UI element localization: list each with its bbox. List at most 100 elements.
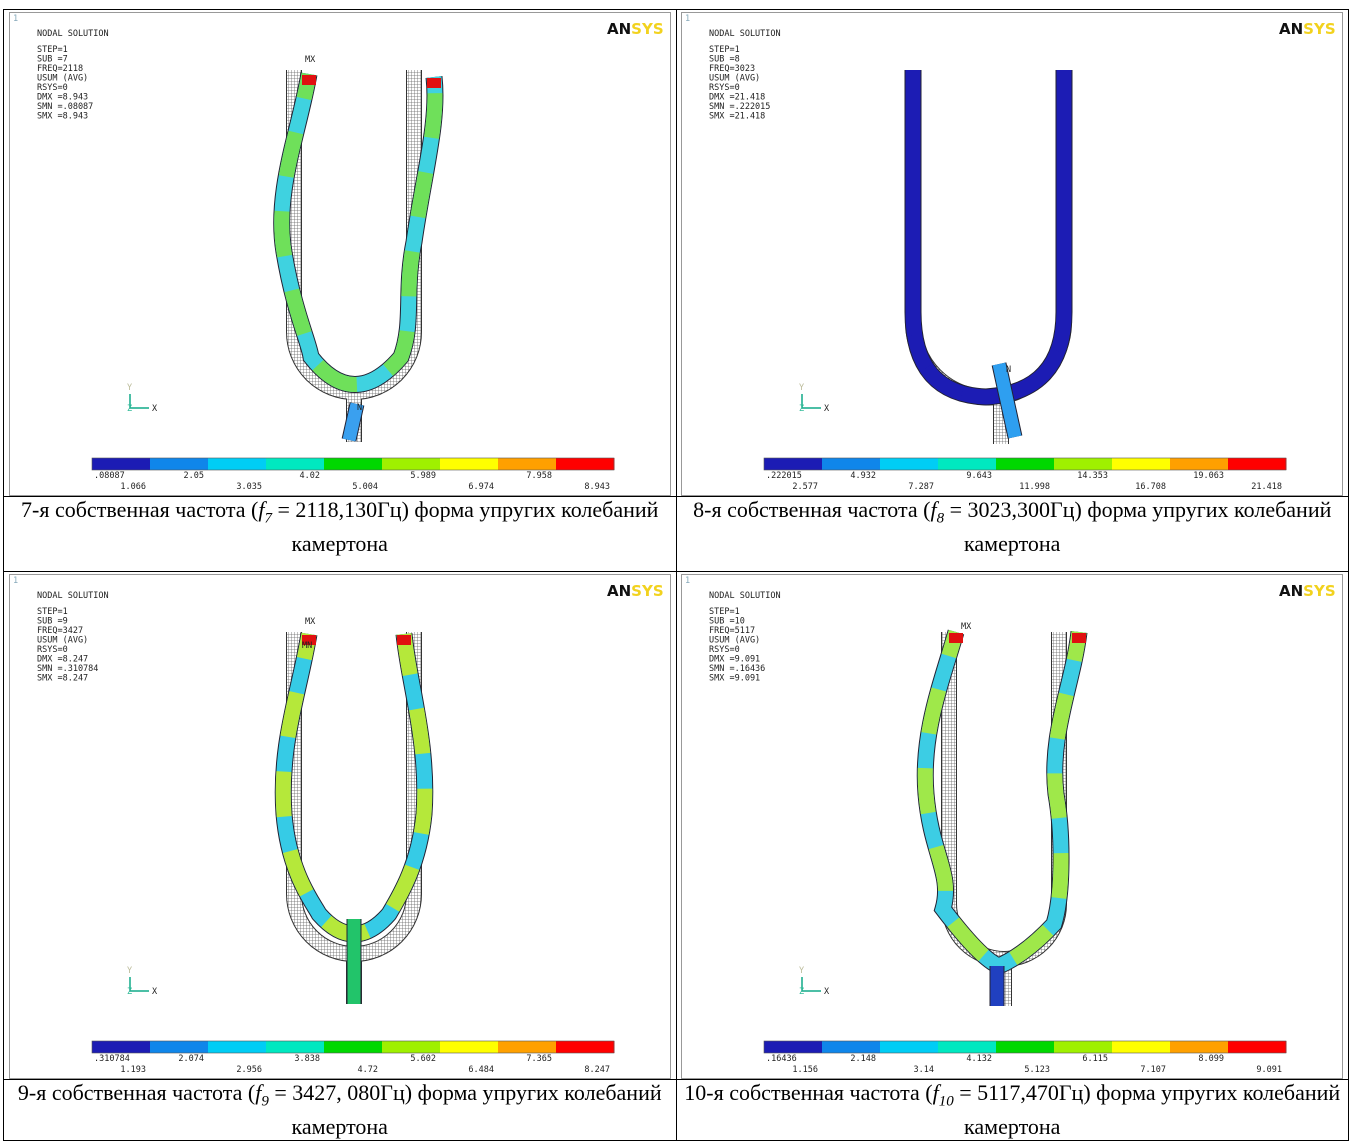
plot-frame — [9, 13, 670, 496]
legend-value: .16436 — [766, 1054, 797, 1064]
legend-band — [266, 1041, 325, 1053]
solution-info: SUB =7 — [37, 55, 68, 65]
plot-title: NODAL SOLUTION — [709, 29, 781, 39]
ansys-logo: ANSYS — [1279, 582, 1336, 600]
legend-value: 19.063 — [1194, 471, 1225, 481]
solution-info: USUM (AVG) — [709, 636, 760, 646]
deformed-stem-fill — [349, 404, 357, 440]
logo-dark: AN — [607, 582, 631, 600]
legend-band — [440, 458, 499, 470]
logo-dark: AN — [607, 20, 631, 38]
legend-band — [556, 1041, 615, 1053]
solution-info: STEP=1 — [709, 45, 740, 55]
legend-value: 14.353 — [1078, 471, 1109, 481]
legend-value: 4.02 — [299, 471, 319, 481]
legend-value: 1.156 — [793, 1065, 819, 1075]
caption-text: = 5117,470Гц) форма упругих колебаний ка… — [954, 1080, 1340, 1139]
caption-cell: 9-я собственная частота (f9 = 3427, 080Г… — [4, 1080, 677, 1141]
caption-text: = 3023,300Гц) форма упругих колебаний ка… — [944, 497, 1331, 556]
legend-band — [1170, 458, 1229, 470]
legend-band — [764, 458, 823, 470]
solution-info: STEP=1 — [709, 607, 740, 617]
solution-info: USUM (AVG) — [37, 74, 88, 84]
caption-text: = 3427, 080Гц) форма упругих колебаний к… — [269, 1080, 662, 1139]
solution-info: USUM (AVG) — [37, 636, 88, 646]
logo-dark: AN — [1279, 20, 1303, 38]
legend-band — [1170, 1041, 1229, 1053]
solution-info: SMX =21.418 — [709, 112, 765, 122]
legend-band — [822, 1041, 881, 1053]
solution-info: STEP=1 — [37, 607, 68, 617]
plot-title: NODAL SOLUTION — [37, 29, 109, 39]
logo-light: SYS — [631, 20, 663, 38]
solution-info: SMN =.08087 — [37, 102, 93, 112]
axis-label: Z — [799, 987, 804, 997]
legend-value: 6.484 — [468, 1065, 494, 1075]
legend-value: 2.577 — [793, 482, 819, 492]
legend-value: 2.074 — [178, 1054, 204, 1064]
window-number: 1 — [685, 576, 690, 586]
legend-value: 3.838 — [294, 1054, 320, 1064]
legend-band — [324, 1041, 383, 1053]
solution-info: USUM (AVG) — [709, 74, 760, 84]
legend-value: 21.418 — [1252, 482, 1283, 492]
legend-value: 3.14 — [914, 1065, 934, 1075]
legend-band — [938, 1041, 997, 1053]
legend-value: 5.123 — [1025, 1065, 1051, 1075]
legend-value: 8.943 — [584, 482, 610, 492]
solution-info: SMN =.222015 — [709, 102, 770, 112]
solution-info: FREQ=2118 — [37, 64, 83, 74]
ansys-logo: ANSYS — [607, 582, 664, 600]
legend-band — [1228, 458, 1287, 470]
legend-value: 6.115 — [1083, 1054, 1109, 1064]
legend-band — [92, 458, 151, 470]
axis-label: X — [152, 987, 158, 997]
legend-value: 4.72 — [357, 1065, 377, 1075]
legend-band — [266, 458, 325, 470]
window-number: 1 — [13, 576, 18, 586]
solution-info: SMX =8.247 — [37, 674, 88, 684]
legend-value: 1.193 — [120, 1065, 146, 1075]
caption-text: = 2118,130Гц) форма упругих колебаний ка… — [272, 497, 658, 556]
legend-band — [324, 458, 383, 470]
max-marker: MX — [305, 617, 316, 627]
min-marker: N — [1006, 365, 1011, 375]
legend-value: 8.247 — [584, 1065, 610, 1075]
legend-value: 4.132 — [967, 1054, 993, 1064]
min-marker: N — [357, 403, 362, 413]
max-marker: MX — [305, 55, 316, 65]
solution-info: SMX =9.091 — [709, 674, 760, 684]
caption-subscript: 7 — [265, 510, 273, 526]
logo-light: SYS — [1303, 20, 1335, 38]
legend-value: 5.989 — [410, 471, 436, 481]
solution-info: STEP=1 — [37, 45, 68, 55]
legend-value: 9.643 — [967, 471, 993, 481]
solution-info: FREQ=3023 — [709, 64, 755, 74]
legend-band — [880, 458, 939, 470]
solution-info: DMX =21.418 — [709, 93, 765, 103]
solution-info: DMX =8.247 — [37, 655, 88, 665]
axis-label: X — [824, 404, 830, 414]
plot-title: NODAL SOLUTION — [709, 591, 781, 601]
solution-info: SUB =9 — [37, 617, 68, 627]
caption-text: 8-я собственная частота ( — [693, 497, 930, 522]
solution-info: DMX =8.943 — [37, 93, 88, 103]
legend-band — [440, 1041, 499, 1053]
legend-value: 9.091 — [1257, 1065, 1283, 1075]
axis-label: Y — [799, 383, 804, 393]
legend-value: 2.148 — [851, 1054, 877, 1064]
plot-frame — [9, 575, 670, 1079]
axis-label: Z — [799, 404, 804, 414]
legend-band — [1112, 458, 1171, 470]
legend-value: 11.998 — [1020, 482, 1051, 492]
legend-value: 3.035 — [236, 482, 262, 492]
legend-value: 8.099 — [1199, 1054, 1225, 1064]
legend-band — [1054, 458, 1113, 470]
plot-title: NODAL SOLUTION — [37, 591, 109, 601]
solution-info: FREQ=5117 — [709, 626, 755, 636]
solution-info: DMX =9.091 — [709, 655, 760, 665]
